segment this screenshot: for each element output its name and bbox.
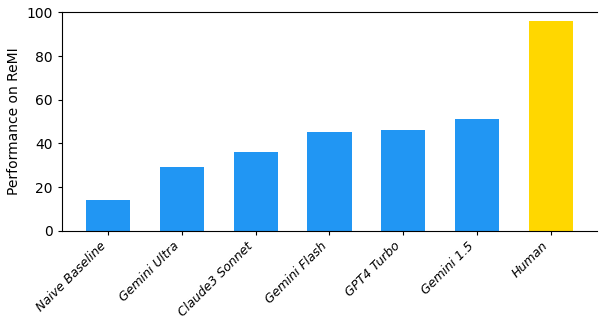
Bar xyxy=(455,119,499,231)
Bar xyxy=(528,21,573,231)
Bar xyxy=(86,200,130,231)
Bar xyxy=(381,130,425,231)
Bar xyxy=(234,152,278,231)
Y-axis label: Performance on ReMI: Performance on ReMI xyxy=(7,48,21,195)
Bar xyxy=(307,132,352,231)
Bar xyxy=(160,167,204,231)
